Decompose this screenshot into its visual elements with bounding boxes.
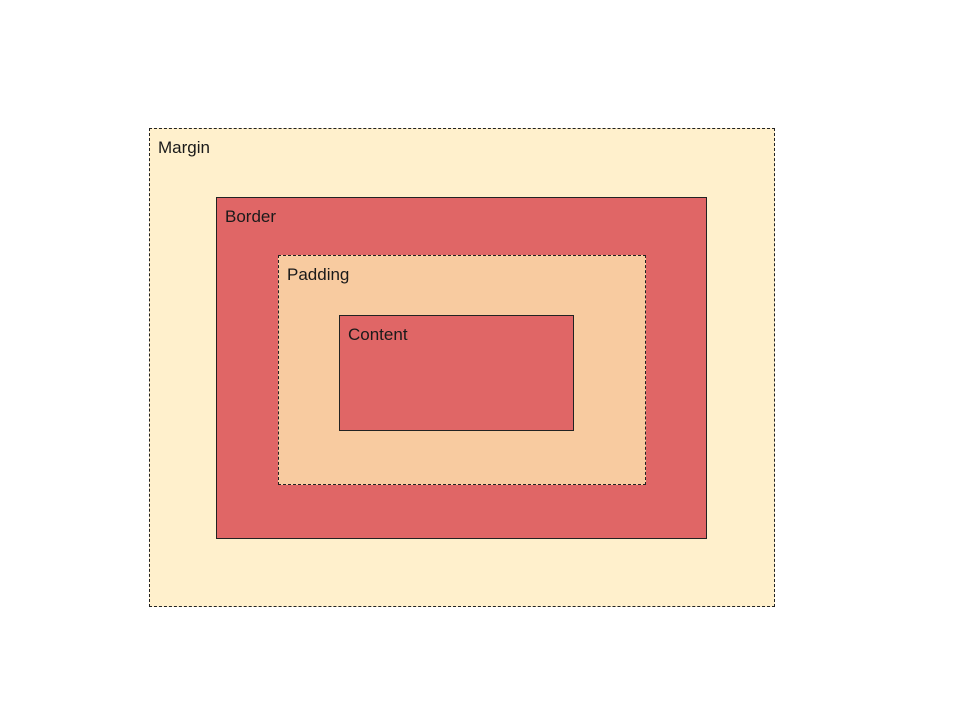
border-label: Border (225, 207, 277, 226)
content-label: Content (348, 325, 408, 344)
padding-label: Padding (287, 265, 350, 284)
margin-label: Margin (158, 138, 210, 157)
content-box: Content (339, 315, 574, 431)
